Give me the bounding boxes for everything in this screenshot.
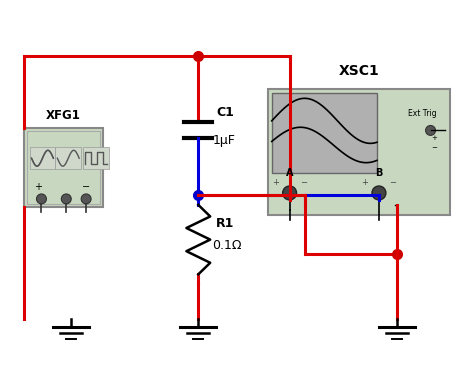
Text: 1μF: 1μF bbox=[212, 134, 235, 147]
Text: Ext Trig: Ext Trig bbox=[408, 109, 437, 118]
Circle shape bbox=[283, 186, 297, 200]
Text: XFG1: XFG1 bbox=[46, 110, 81, 122]
Text: +: + bbox=[362, 178, 368, 187]
Circle shape bbox=[61, 194, 71, 204]
Text: −: − bbox=[432, 145, 438, 151]
Text: −: − bbox=[82, 182, 90, 192]
Text: A: A bbox=[286, 168, 293, 178]
Text: −: − bbox=[300, 178, 307, 187]
Bar bbox=[272, 93, 377, 173]
Text: −: − bbox=[389, 178, 396, 187]
Text: +: + bbox=[432, 135, 438, 141]
Bar bbox=[268, 89, 450, 215]
Text: C1: C1 bbox=[216, 106, 234, 119]
Text: +: + bbox=[272, 178, 279, 187]
Text: +: + bbox=[35, 182, 43, 192]
Circle shape bbox=[36, 194, 46, 204]
Text: B: B bbox=[375, 168, 383, 178]
Bar bbox=[55, 147, 81, 169]
Circle shape bbox=[81, 194, 91, 204]
Text: 0.1Ω: 0.1Ω bbox=[212, 239, 242, 252]
Bar bbox=[83, 147, 109, 169]
Bar bbox=[27, 131, 100, 204]
Circle shape bbox=[426, 125, 436, 135]
Bar bbox=[29, 147, 55, 169]
Circle shape bbox=[372, 186, 386, 200]
Bar bbox=[24, 128, 103, 207]
Text: XSC1: XSC1 bbox=[339, 64, 380, 78]
Text: R1: R1 bbox=[216, 217, 235, 230]
